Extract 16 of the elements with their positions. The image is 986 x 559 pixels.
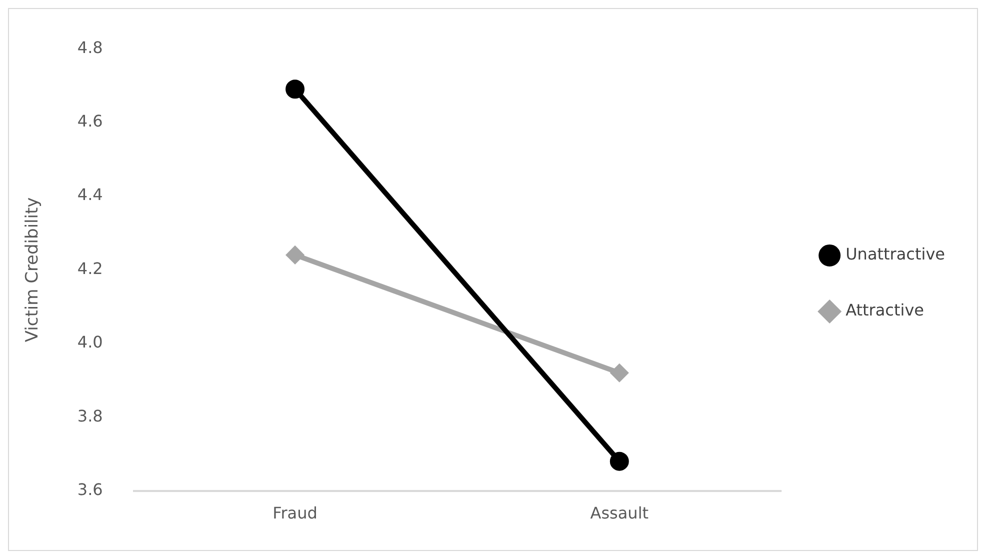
point (286, 80, 305, 99)
point (610, 364, 628, 382)
x-tick-label: Fraud (272, 504, 318, 523)
y-tick-label: 4.2 (77, 258, 103, 278)
y-tick-label: 3.8 (77, 406, 103, 426)
y-axis-title: Victim Credibility (22, 197, 43, 342)
y-tick-label: 4.4 (77, 185, 103, 204)
y-tick-label: 4.0 (77, 332, 103, 352)
y-tick-label: 3.6 (77, 480, 103, 499)
y-tick-label: 4.6 (77, 111, 103, 130)
y-tick-label: 4.8 (77, 38, 103, 57)
point (610, 452, 629, 471)
legend-label: Attractive (846, 300, 924, 320)
x-tick-label: Assault (590, 504, 649, 523)
point (286, 246, 304, 264)
legend-label: Unattractive (846, 244, 946, 264)
